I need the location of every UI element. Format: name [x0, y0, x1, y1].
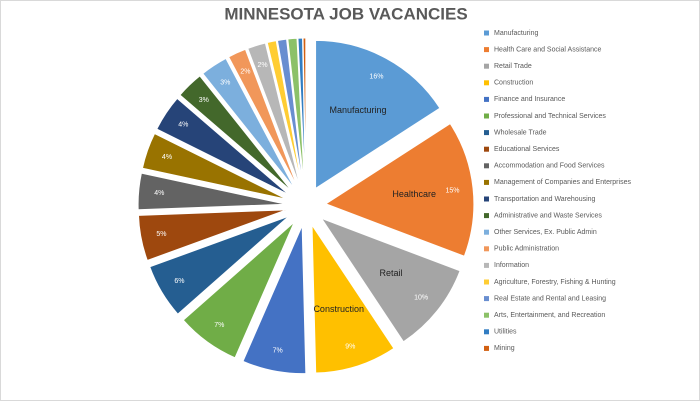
legend-swatch: [484, 130, 489, 136]
legend-label: Other Services, Ex. Public Admin: [494, 229, 597, 236]
data-label: 4%: [162, 154, 172, 161]
legend-swatch: [484, 179, 489, 185]
data-label: 2%: [258, 62, 268, 69]
pie-slice: [247, 42, 301, 188]
data-label: 4%: [178, 121, 188, 128]
pie-slice: [182, 221, 295, 359]
data-label: 4%: [154, 190, 164, 197]
legend-label: Agriculture, Forestry, Fishing & Hunting: [494, 279, 616, 286]
legend-swatch: [484, 262, 489, 268]
legend-swatch: [484, 345, 489, 351]
legend-swatch: [484, 213, 489, 219]
pie-slice: [141, 132, 288, 200]
pie-slice: [202, 57, 296, 190]
legend-swatch: [484, 96, 489, 102]
pie-slice: [287, 37, 305, 187]
pie-slice: [149, 215, 290, 315]
legend-label: Management of Companies and Enterprises: [494, 179, 631, 186]
pie-slice: [315, 39, 441, 190]
legend-swatch: [484, 146, 489, 152]
data-label: 3%: [220, 80, 230, 87]
pie-slice: [302, 37, 307, 187]
data-label: 9%: [345, 343, 355, 350]
legend-swatch: [484, 312, 489, 318]
legend-swatch: [484, 279, 489, 285]
pie-slice: [297, 37, 306, 187]
legend-label: Construction: [494, 80, 533, 87]
pie-slice: [137, 209, 287, 262]
legend-swatch: [484, 30, 489, 36]
slice-name: Retail: [380, 268, 403, 278]
pie-slice: [324, 122, 475, 257]
data-label: 3%: [199, 97, 209, 104]
pie-slice: [227, 48, 299, 189]
slice-name: Healthcare: [392, 189, 436, 199]
pie-slice: [137, 172, 287, 211]
data-label: 16%: [369, 73, 383, 80]
slice-name: Manufacturing: [330, 105, 387, 115]
pie-slice: [179, 75, 293, 192]
pie-slice: [320, 217, 461, 343]
legend-swatch: [484, 246, 489, 252]
pie-slice: [276, 38, 304, 187]
data-label: 2%: [240, 69, 250, 76]
legend-label: Information: [494, 262, 529, 269]
legend-label: Manufacturing: [494, 30, 538, 37]
legend-label: Real Estate and Rental and Leasing: [494, 295, 606, 302]
data-label: 7%: [214, 322, 224, 329]
data-label: 6%: [174, 278, 184, 285]
data-label: 7%: [273, 347, 283, 354]
legend-label: Arts, Entertainment, and Recreation: [494, 312, 605, 319]
pie-slice: [266, 40, 303, 187]
pie-slice: [311, 223, 395, 374]
legend-swatch: [484, 296, 489, 302]
legend-label: Finance and Insurance: [494, 96, 565, 103]
legend-swatch: [484, 80, 489, 86]
legend-label: Administrative and Waste Services: [494, 212, 602, 219]
legend-label: Retail Trade: [494, 63, 532, 70]
legend-label: Professional and Technical Services: [494, 113, 606, 120]
legend-label: Transportation and Warehousing: [494, 196, 596, 203]
legend-swatch: [484, 196, 489, 202]
pie-slice: [242, 225, 307, 375]
legend-label: Public Administration: [494, 246, 559, 253]
legend-label: Mining: [494, 345, 515, 352]
legend-swatch: [484, 47, 489, 53]
legend-label: Educational Services: [494, 146, 560, 153]
chart-title: MINNESOTA JOB VACANCIES: [224, 4, 467, 23]
legend-label: Utilities: [494, 329, 517, 336]
legend-swatch: [484, 63, 489, 69]
legend-label: Wholesale Trade: [494, 129, 547, 136]
legend-label: Accommodation and Food Services: [494, 163, 605, 170]
slice-name: Construction: [313, 304, 364, 314]
data-label: 5%: [156, 231, 166, 238]
data-label: 10%: [414, 295, 428, 302]
legend-swatch: [484, 163, 489, 169]
data-label: 15%: [445, 187, 459, 194]
legend-swatch: [484, 113, 489, 119]
legend-swatch: [484, 229, 489, 235]
legend-swatch: [484, 329, 489, 335]
legend-label: Health Care and Social Assistance: [494, 46, 601, 53]
pie-slice: [156, 97, 290, 196]
